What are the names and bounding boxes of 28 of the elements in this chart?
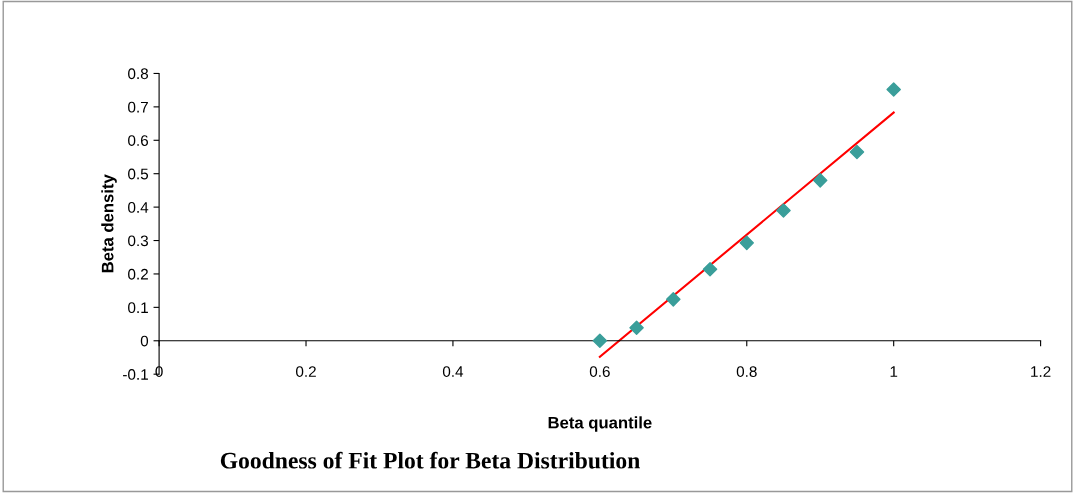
y-tick-label: 0.2 — [128, 268, 148, 280]
point — [739, 235, 755, 251]
point — [849, 144, 865, 160]
point — [776, 203, 791, 218]
y-tick-label: 0.8 — [128, 68, 149, 80]
point — [629, 320, 644, 336]
y-tick-label: 0 — [140, 335, 149, 347]
x-tick-label: 1 — [890, 366, 898, 377]
y-tick-label: 0.1 — [128, 302, 148, 314]
y-tick-label: 0.3 — [128, 235, 149, 247]
y-tick-label: 0.5 — [128, 168, 149, 180]
x-tick-label: 0.8 — [736, 366, 757, 377]
x-tick-label: 0.2 — [296, 366, 316, 377]
point — [702, 261, 718, 277]
y-axis-title: Beta density — [101, 174, 117, 273]
point — [592, 333, 608, 349]
y-tick-label: -0.1 — [123, 369, 148, 380]
x-axis-title: Beta quantile — [548, 416, 652, 432]
y-tick-label: 0.7 — [128, 101, 148, 113]
y-tick-label: 0.4 — [128, 201, 149, 213]
x-tick-label: 0.6 — [589, 366, 610, 377]
y-tick-label: 0.6 — [128, 135, 149, 146]
point — [812, 173, 828, 188]
point — [886, 82, 901, 97]
text: Goodness of Fit Plot for Beta Distribution — [220, 451, 640, 469]
x-tick-label: 1.2 — [1031, 366, 1051, 377]
point — [666, 292, 681, 307]
x-tick-label: 0.4 — [442, 366, 464, 377]
